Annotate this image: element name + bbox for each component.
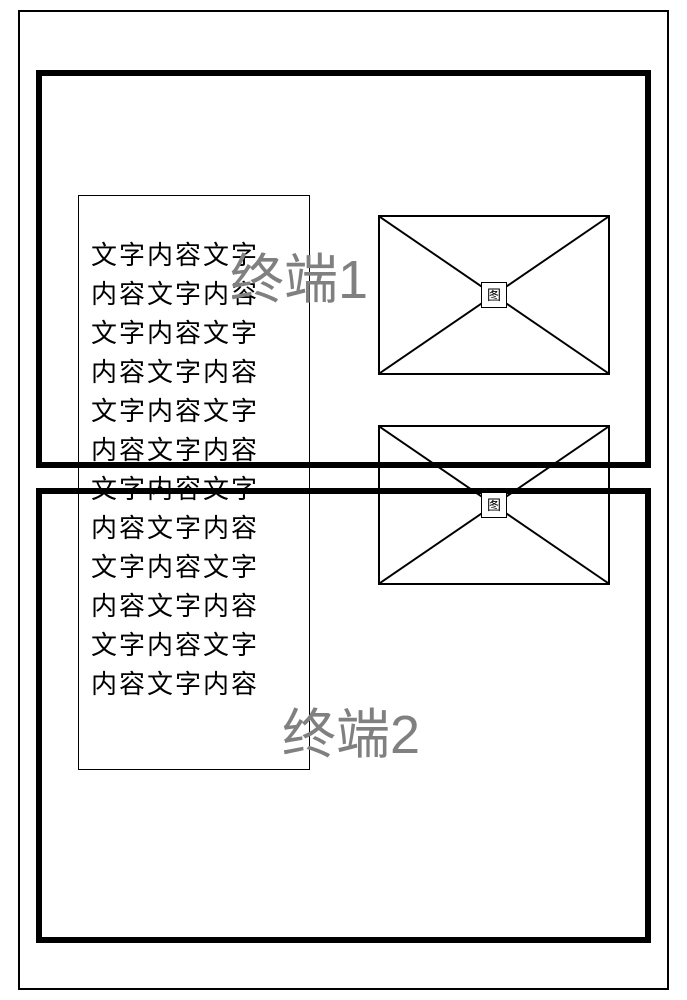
image-inner-label: 图 — [487, 495, 501, 515]
text-content-box: 文字内容文字 内容文字内容 文字内容文字 内容文字内容 文字内容文字 内容文字内… — [78, 195, 310, 770]
text-line: 内容文字内容 — [91, 587, 297, 626]
text-line: 内容文字内容 — [91, 509, 297, 548]
image-inner-label-box: 图 — [481, 492, 507, 518]
text-line: 文字内容文字 — [91, 314, 297, 353]
text-line: 文字内容文字 — [91, 470, 297, 509]
text-line: 文字内容文字 — [91, 626, 297, 665]
text-line: 内容文字内容 — [91, 353, 297, 392]
text-line: 内容文字内容 — [91, 275, 297, 314]
text-line: 文字内容文字 — [91, 236, 297, 275]
text-line: 内容文字内容 — [91, 431, 297, 470]
image-placeholder-2: 图 — [378, 425, 610, 585]
image-inner-label-box: 图 — [481, 282, 507, 308]
image-placeholder-1: 图 — [378, 215, 610, 375]
text-line: 文字内容文字 — [91, 548, 297, 587]
text-line: 内容文字内容 — [91, 665, 297, 704]
image-inner-label: 图 — [487, 285, 501, 305]
text-line: 文字内容文字 — [91, 392, 297, 431]
